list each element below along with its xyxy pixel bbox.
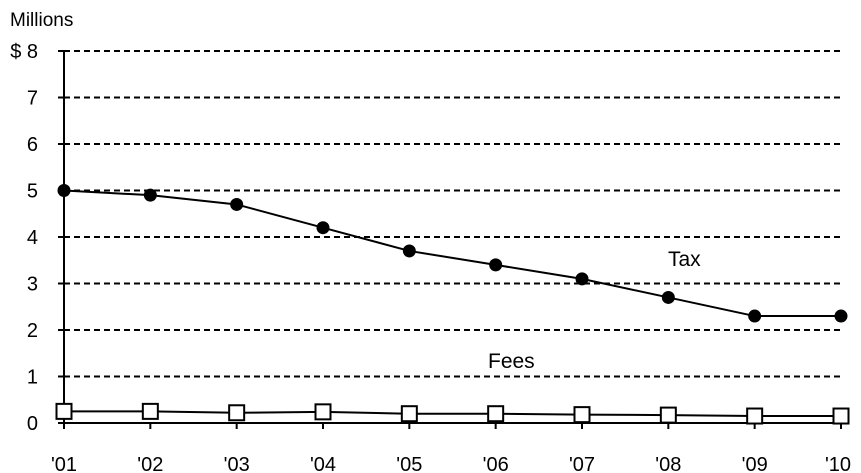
x-tick-label: '05	[396, 454, 422, 473]
y-tick-labels: 0 1 2 3 4 5 6 7 $ 8	[10, 41, 38, 435]
data-point-fees	[573, 406, 591, 424]
data-point-fees	[400, 405, 418, 423]
x-tick-label: '01	[51, 454, 77, 473]
data-point-tax	[143, 188, 157, 202]
y-tick-label: 2	[27, 320, 38, 342]
x-tick-label: '06	[483, 454, 509, 473]
data-point-fees	[659, 406, 677, 424]
y-tick-label: 5	[27, 181, 38, 203]
y-tick-label: 7	[27, 88, 38, 110]
data-point-tax	[748, 309, 762, 323]
data-point-fees	[314, 403, 332, 421]
series-line-fees	[64, 410, 841, 418]
y-tick-label: 4	[27, 227, 38, 249]
y-tick-label: $ 8	[10, 41, 38, 63]
data-point-tax	[316, 221, 330, 235]
x-tick-label: '07	[569, 454, 595, 473]
series-group	[55, 184, 850, 425]
data-point-fees	[228, 404, 246, 422]
data-point-fees	[746, 407, 764, 425]
x-tick-label: '08	[655, 454, 681, 473]
series-line-tax	[63, 189, 841, 318]
x-tick-label: '09	[742, 454, 768, 473]
x-tick-label: '03	[224, 454, 250, 473]
data-point-tax	[575, 272, 589, 286]
y-tick-label: 3	[27, 274, 38, 296]
data-point-tax	[489, 258, 503, 272]
data-point-tax	[661, 290, 675, 304]
y-tick-label: 0	[27, 413, 38, 435]
x-tick-label: '10	[825, 454, 851, 473]
unit-label: Millions	[10, 10, 73, 31]
data-point-tax	[230, 197, 244, 211]
x-tick-label: '02	[137, 454, 163, 473]
x-tick-label: '04	[310, 454, 336, 473]
axes	[58, 50, 842, 429]
data-point-tax	[57, 184, 71, 197]
series-label-tax: Tax	[668, 248, 701, 271]
series-label-fees: Fees	[488, 350, 535, 373]
y-tick-label: 1	[27, 367, 38, 389]
data-point-fees	[487, 405, 505, 423]
data-point-fees	[832, 407, 850, 425]
data-point-tax	[834, 309, 848, 323]
gridlines	[64, 50, 841, 378]
y-tick-label: 6	[27, 134, 38, 156]
data-point-tax	[402, 244, 416, 258]
x-tick-labels: '01 '02 '03 '04 '05 '06 '07 '08 '09 '10	[51, 454, 851, 473]
data-point-fees	[141, 402, 159, 420]
data-point-fees	[55, 402, 73, 420]
